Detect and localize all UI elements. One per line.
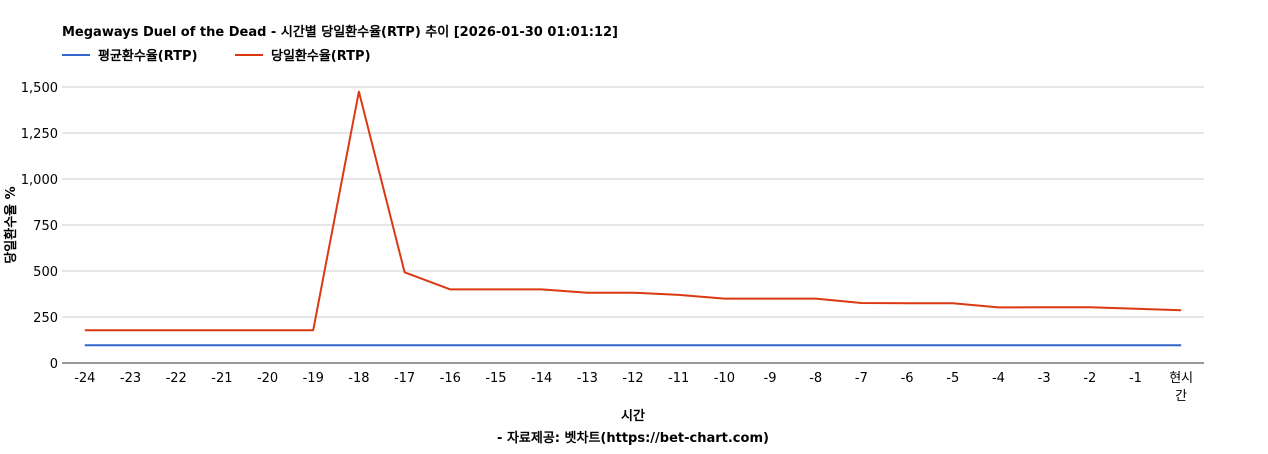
x-tick-label: -2: [1083, 371, 1096, 386]
y-tick-label: 1,500: [21, 81, 58, 96]
gridlines: [62, 86, 1204, 318]
y-tick-label: 750: [33, 219, 58, 234]
x-tick-label: -3: [1038, 371, 1051, 386]
x-tick-label: -8: [809, 371, 822, 386]
x-tick-label: -22: [166, 371, 187, 386]
x-tick-label: -9: [764, 371, 777, 386]
x-tick-label: -16: [440, 371, 461, 386]
x-tick-label: -15: [485, 371, 506, 386]
x-tick-label: -11: [668, 371, 689, 386]
x-axis-title: 시간: [621, 408, 645, 424]
legend-label: 당일환수율(RTP): [271, 48, 371, 64]
x-tick-label: -1: [1129, 371, 1142, 386]
x-tick-label: -5: [946, 371, 959, 386]
x-tick-label: -13: [577, 371, 598, 386]
y-tick-label: 250: [33, 311, 58, 326]
series-lines: [84, 90, 1182, 347]
y-tick-label: 1,250: [21, 127, 58, 142]
chart-footer-credit: - 자료제공: 벳차트(https://bet-chart.com): [497, 430, 769, 446]
x-tick-label: -18: [348, 371, 369, 386]
x-tick-label: -12: [622, 371, 643, 386]
x-tick-label: -7: [855, 371, 868, 386]
y-tick-label: 1,000: [21, 173, 58, 188]
x-tick-label: -17: [394, 371, 415, 386]
y-tick-label: 0: [50, 357, 58, 372]
x-tick-label: -14: [531, 371, 552, 386]
x-axis-tick-labels: -24 -23 -22 -21 -20 -19 -18 -17 -16 -15 -14 -13 -12 -…: [74, 371, 1193, 404]
x-tick-label: -4: [992, 371, 1005, 386]
legend-label: 평균환수율(RTP): [98, 48, 198, 64]
x-tick-label: -20: [257, 371, 278, 386]
x-tick-label: -24: [74, 371, 95, 386]
x-tick-label: 현시 간: [1169, 371, 1193, 404]
y-axis-title: 당일환수율 %: [3, 186, 19, 263]
x-tick-label: -10: [714, 371, 735, 386]
x-tick-label: -6: [901, 371, 914, 386]
legend: 평균환수율(RTP) 당일환수율(RTP): [62, 48, 371, 64]
x-tick-label: -23: [120, 371, 141, 386]
chart-title: Megaways Duel of the Dead - 시간별 당일환수율(RT…: [62, 24, 618, 40]
x-tick-label: -21: [211, 371, 232, 386]
y-tick-label: 500: [33, 265, 58, 280]
x-tick-label: -19: [303, 371, 324, 386]
y-axis-tick-labels: 0 250 500 750 1,000 1,250 1,500: [21, 81, 58, 372]
series-line-1: [84, 90, 1182, 332]
